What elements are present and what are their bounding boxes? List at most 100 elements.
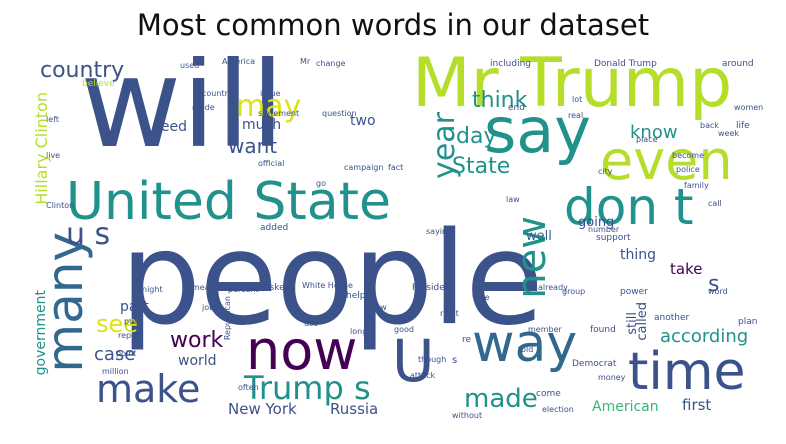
- word-point: point: [116, 349, 137, 358]
- word-without: without: [452, 411, 483, 420]
- word-number: number: [588, 225, 620, 234]
- word-around: around: [722, 59, 754, 69]
- word-fact: fact: [388, 163, 404, 172]
- word-work: work: [170, 328, 224, 353]
- word-end: end: [508, 103, 525, 113]
- word-statement: statement: [258, 109, 300, 118]
- word-often: often: [238, 383, 259, 392]
- word-american: American: [592, 399, 659, 415]
- word-million: million: [102, 367, 129, 376]
- word-america: America: [222, 57, 255, 66]
- chart-title: Most common words in our dataset: [136, 8, 650, 42]
- word-long: long: [350, 327, 368, 336]
- word-member: member: [528, 325, 562, 334]
- word-united-state: United State: [66, 172, 392, 232]
- word-mr: Mr: [300, 57, 311, 66]
- word-believe: believe: [82, 79, 115, 89]
- word-used: used: [180, 61, 200, 70]
- word-report: report: [118, 331, 143, 340]
- word-called: called: [635, 302, 650, 341]
- word-think: think: [472, 88, 528, 113]
- word-money: money: [598, 373, 626, 382]
- word-real: real: [568, 111, 584, 120]
- word-two: two: [350, 113, 376, 129]
- word-law: law: [506, 195, 520, 204]
- word-attack: attack: [410, 371, 436, 380]
- word-now: now: [246, 319, 358, 382]
- word-added: added: [260, 223, 289, 233]
- word-already: already: [538, 283, 568, 292]
- word-help: help: [346, 291, 366, 301]
- word-city: city: [598, 167, 613, 176]
- word-country-small: country: [202, 89, 233, 98]
- word-women: women: [734, 103, 764, 112]
- word-way: way: [472, 314, 578, 374]
- word-may: may: [236, 89, 302, 124]
- word-night: night: [142, 285, 163, 294]
- word-clinton: Clinton: [46, 201, 75, 210]
- word-donald-trump: Donald Trump: [594, 59, 657, 69]
- word-back: back: [700, 121, 720, 130]
- word-vote: vote: [472, 293, 490, 302]
- word-another: another: [654, 313, 690, 323]
- word-u-big: U: [392, 327, 435, 395]
- word-group: group: [562, 287, 586, 296]
- word-lot: lot: [572, 95, 583, 104]
- word-asked: asked: [264, 283, 291, 293]
- word-time: time: [628, 342, 746, 402]
- word-put: put: [124, 317, 138, 326]
- word-campaign: campaign: [344, 163, 384, 172]
- word-change: change: [316, 59, 346, 68]
- word-see: see: [96, 310, 139, 338]
- word-dont: don t: [564, 178, 694, 236]
- word-even: even: [600, 129, 733, 192]
- word-use: use: [304, 319, 319, 328]
- word-family: family: [684, 181, 709, 190]
- word-s: s: [708, 272, 720, 297]
- word-need: need: [152, 119, 187, 135]
- word-mean: mean: [192, 283, 215, 292]
- word-new-york: New York: [228, 400, 297, 418]
- word-well: well: [526, 229, 552, 244]
- word-case: case: [94, 344, 136, 365]
- word-though: though: [418, 355, 447, 364]
- word-official: official: [258, 159, 285, 168]
- word-will: will: [80, 56, 285, 176]
- word-mr-trump: Mr Trump: [412, 56, 733, 123]
- word-saying: saying: [426, 227, 453, 236]
- word-place: place: [636, 135, 658, 144]
- word-trump-s: Trump s: [244, 369, 371, 407]
- word-want: want: [228, 134, 278, 158]
- word-know: know: [630, 122, 678, 143]
- word-government: government: [33, 290, 49, 376]
- word-week: week: [718, 129, 740, 138]
- word-percent: percent: [228, 285, 259, 294]
- word-president: President: [412, 283, 454, 293]
- word-made-small: made: [192, 103, 215, 112]
- word-white-house: White House: [302, 281, 353, 290]
- word-word: word: [708, 287, 728, 296]
- word-democrat: Democrat: [572, 359, 617, 369]
- word-us: u s: [66, 217, 111, 252]
- word-told: told: [518, 345, 534, 354]
- word-found: found: [590, 325, 616, 335]
- word-part: part: [120, 299, 149, 315]
- word-right: right: [440, 309, 459, 318]
- word-day: day: [456, 124, 497, 149]
- word-state: State: [452, 154, 511, 179]
- word-go: go: [316, 179, 326, 188]
- word-issue: issue: [260, 89, 281, 98]
- word-republican: Republican: [223, 296, 232, 341]
- word-left: left: [46, 115, 59, 124]
- word-people: people: [120, 205, 544, 354]
- word-made: made: [464, 384, 538, 414]
- word-police: police: [676, 165, 700, 174]
- word-including: including: [490, 59, 531, 69]
- word-come: come: [536, 389, 561, 399]
- word-country: country: [40, 58, 125, 83]
- word-first: first: [682, 396, 712, 414]
- word-support: support: [596, 233, 631, 243]
- word-cloud: will people Mr Trump say even United Sta…: [32, 56, 779, 422]
- word-life: life: [736, 121, 750, 131]
- word-live: live: [46, 151, 61, 160]
